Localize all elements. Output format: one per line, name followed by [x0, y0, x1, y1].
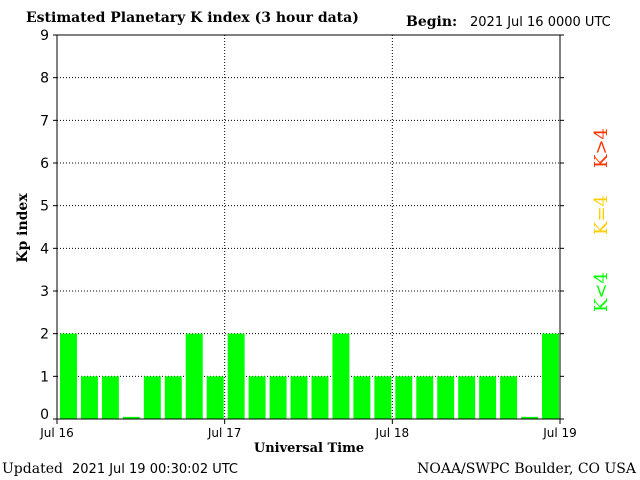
x-tick-label: Jul 19	[542, 426, 577, 440]
y-tick-label: 7	[40, 113, 49, 129]
y-tick-label: 9	[40, 28, 49, 44]
kp-bar	[542, 333, 559, 419]
kp-bar	[416, 376, 434, 419]
kp-bar	[164, 376, 182, 419]
kp-bar	[248, 376, 266, 419]
kp-bar	[521, 416, 539, 419]
kp-bar	[353, 376, 371, 419]
kp-bar	[101, 376, 119, 419]
legend-k-less-4: K<4	[591, 272, 612, 312]
kp-bar	[60, 333, 77, 419]
plot-frame	[56, 34, 561, 420]
y-tick-label: 2	[40, 327, 49, 343]
kp-bar	[458, 376, 476, 419]
x-tick-label: Jul 17	[207, 426, 242, 440]
updated-label: Updated	[2, 461, 63, 477]
kp-bar	[479, 376, 497, 419]
kp-bar	[227, 333, 245, 419]
legend-k-greater-4: K>4	[591, 128, 612, 168]
y-tick-label: 8	[40, 71, 49, 87]
kp-bar	[311, 376, 329, 419]
bars	[60, 333, 559, 419]
kp-bar	[500, 376, 518, 419]
kp-bar	[143, 376, 161, 419]
legend-k-equal-4: K=4	[591, 195, 612, 235]
kp-bar	[185, 333, 203, 419]
y-tick-label: 1	[40, 369, 49, 385]
updated-value: 2021 Jul 19 00:30:02 UTC	[72, 462, 238, 477]
kp-bar	[80, 376, 98, 419]
kp-bar	[332, 333, 350, 419]
y-axis-label: Kp index	[15, 193, 31, 263]
y-tick-label: 4	[40, 241, 49, 257]
y-tick-label: 3	[40, 284, 49, 300]
x-tick-label: Jul 16	[39, 426, 74, 440]
x-tick-label: Jul 18	[375, 426, 410, 440]
source-credit: NOAA/SWPC Boulder, CO USA	[417, 461, 637, 477]
x-axis-ticks: Jul 16 Jul 17 Jul 18 Jul 19	[39, 419, 577, 440]
kp-bar	[290, 376, 308, 419]
y-tick-label: 0	[40, 407, 49, 423]
begin-value: 2021 Jul 16 0000 UTC	[470, 15, 611, 30]
kp-bar	[395, 376, 413, 419]
kp-bar	[206, 376, 224, 419]
begin-label: Begin:	[406, 14, 457, 30]
kp-bar	[374, 376, 392, 419]
x-axis-label: Universal Time	[254, 441, 364, 456]
kp-bar	[122, 416, 140, 419]
y-tick-label: 5	[40, 199, 49, 215]
y-axis-ticks: 0 1 2 3 4 5 6 7 8 9	[40, 28, 564, 423]
y-tick-label: 6	[40, 156, 49, 172]
kp-bar	[437, 376, 455, 419]
chart-title: Estimated Planetary K index (3 hour data…	[26, 10, 359, 26]
kp-bar	[269, 376, 287, 419]
grid-lines	[57, 34, 560, 419]
